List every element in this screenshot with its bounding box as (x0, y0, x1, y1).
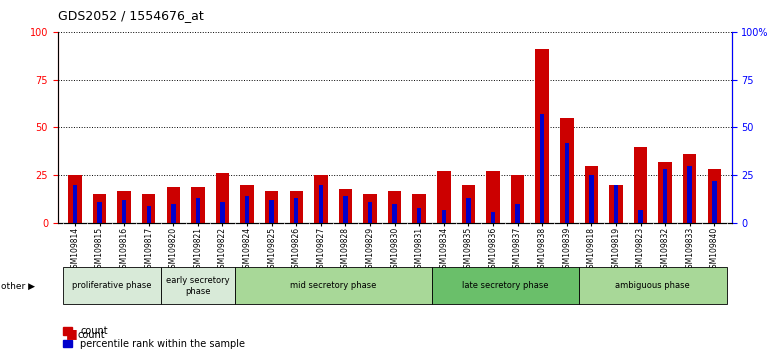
Bar (191, 187, 205, 223)
Bar (93, 194, 106, 223)
Bar (441, 210, 446, 223)
Bar (72, 185, 77, 223)
Bar (314, 175, 327, 223)
Bar (413, 194, 426, 223)
Bar (688, 166, 692, 223)
Text: late secretory phase: late secretory phase (462, 281, 548, 290)
Bar (117, 190, 131, 223)
Bar (683, 154, 696, 223)
Bar (363, 194, 377, 223)
Bar (658, 162, 672, 223)
Bar (146, 206, 151, 223)
Bar (196, 198, 200, 223)
Bar (220, 202, 225, 223)
Bar (245, 196, 249, 223)
Bar (122, 200, 126, 223)
Text: count: count (77, 330, 105, 340)
Bar (171, 204, 176, 223)
Bar (290, 190, 303, 223)
Bar (511, 175, 524, 223)
Bar (368, 202, 372, 223)
Bar (462, 185, 475, 223)
FancyBboxPatch shape (62, 267, 161, 304)
Text: proliferative phase: proliferative phase (72, 281, 152, 290)
Bar (638, 210, 643, 223)
Bar (343, 196, 348, 223)
Text: ■: ■ (65, 327, 77, 340)
Bar (417, 208, 421, 223)
Bar (708, 170, 721, 223)
Bar (634, 147, 648, 223)
Bar (166, 187, 180, 223)
Bar (437, 171, 450, 223)
Legend: count, percentile rank within the sample: count, percentile rank within the sample (62, 326, 245, 349)
Bar (216, 173, 229, 223)
Bar (466, 198, 470, 223)
Bar (393, 204, 397, 223)
Text: ambiguous phase: ambiguous phase (615, 281, 690, 290)
Bar (490, 212, 495, 223)
Bar (663, 170, 668, 223)
Bar (339, 189, 352, 223)
Bar (609, 185, 623, 223)
Bar (240, 185, 254, 223)
Bar (388, 190, 401, 223)
FancyBboxPatch shape (161, 267, 235, 304)
Text: mid secretory phase: mid secretory phase (290, 281, 377, 290)
Bar (515, 204, 520, 223)
Bar (265, 190, 279, 223)
Bar (540, 114, 544, 223)
Bar (584, 166, 598, 223)
FancyBboxPatch shape (579, 267, 727, 304)
Bar (294, 198, 299, 223)
Bar (486, 171, 500, 223)
Bar (564, 143, 569, 223)
Bar (589, 175, 594, 223)
Bar (97, 202, 102, 223)
Bar (319, 185, 323, 223)
Text: other ▶: other ▶ (1, 282, 35, 291)
Text: early secretory
phase: early secretory phase (166, 276, 229, 296)
FancyBboxPatch shape (431, 267, 579, 304)
Bar (270, 200, 274, 223)
Bar (69, 175, 82, 223)
Bar (712, 181, 717, 223)
Bar (560, 118, 574, 223)
Bar (535, 49, 549, 223)
Bar (614, 185, 618, 223)
Text: GDS2052 / 1554676_at: GDS2052 / 1554676_at (58, 9, 203, 22)
FancyBboxPatch shape (235, 267, 431, 304)
Bar (142, 194, 156, 223)
